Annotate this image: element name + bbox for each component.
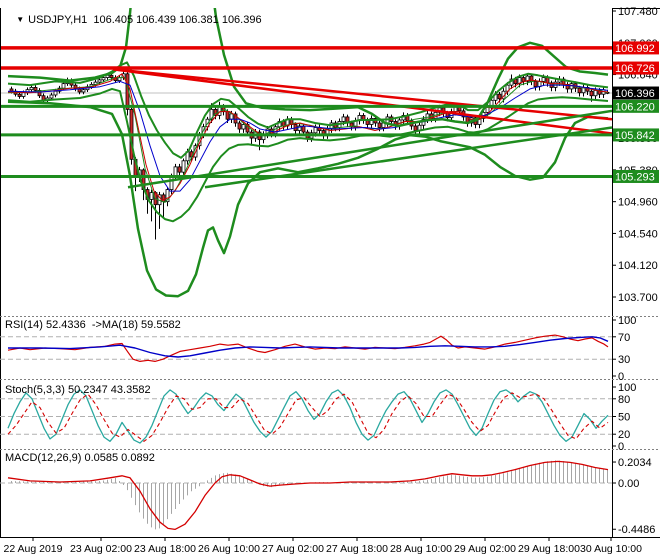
- stochastic-series-%D: [7, 392, 609, 442]
- time-tick-label: 22 Aug 2019: [4, 543, 63, 555]
- trendline-1: [112, 68, 612, 121]
- price-label-text: 106.396: [615, 88, 655, 100]
- symbol-ohlc-title: USDJPY,H1 106.405 106.439 106.381 106.39…: [28, 14, 262, 26]
- stochastic-tick-label: 0: [618, 441, 624, 453]
- candle-body: [237, 122, 242, 130]
- candle-body: [165, 189, 170, 203]
- main-chart-area[interactable]: [0, 8, 612, 316]
- candle-body: [525, 75, 530, 82]
- time-scale[interactable]: [0, 537, 660, 560]
- candle-body: [589, 90, 594, 97]
- candle-body: [109, 74, 114, 78]
- band-tight-upper: [7, 61, 609, 159]
- price-label-text: 106.220: [615, 101, 655, 113]
- price-tick-label: 104.120: [618, 260, 658, 272]
- stochastic-series-%K: [7, 389, 609, 444]
- time-tick-label: 30 Aug 10:00: [580, 543, 642, 555]
- chart-title-bar: ▼ USDJPY,H1 106.405 106.439 106.381 106.3…: [4, 2, 262, 38]
- price-label-text: 106.992: [615, 43, 655, 55]
- candle-body: [181, 160, 186, 173]
- rsi-tick-label: 0: [618, 371, 624, 383]
- price-label-box: [613, 99, 659, 113]
- rsi-series-RSI: [7, 334, 609, 362]
- candle-body: [37, 90, 42, 97]
- stochastic-tick-label: 50: [618, 412, 630, 424]
- candle-body: [17, 93, 22, 97]
- candle-body: [149, 192, 154, 200]
- time-tick-label: 28 Aug 10:00: [390, 543, 452, 555]
- macd-signal-line: [7, 460, 609, 531]
- candle-body: [29, 87, 34, 91]
- price-label-box: [613, 86, 659, 100]
- time-tick-label: 23 Aug 02:00: [70, 543, 132, 555]
- candle-body: [497, 93, 502, 100]
- price-label-box: [613, 128, 659, 142]
- candle-body: [341, 116, 346, 122]
- candle-body: [101, 77, 106, 81]
- price-label-box: [613, 169, 659, 183]
- candle-body: [81, 89, 86, 93]
- band-wide-upper: [7, 8, 609, 128]
- rsi-tick-label: 100: [618, 315, 636, 327]
- candle-body: [33, 87, 38, 91]
- candle-body: [369, 118, 374, 125]
- macd-tick-label: 0.2034: [618, 457, 652, 469]
- time-tick-label: 26 Aug 10:00: [198, 543, 260, 555]
- price-label-box: [613, 61, 659, 75]
- candle-body: [541, 77, 546, 82]
- price-scale[interactable]: [612, 8, 660, 537]
- time-tick-label: 27 Aug 02:00: [262, 543, 324, 555]
- price-tick-label: 107.480: [618, 6, 658, 18]
- macd-tick-label: -0.4486: [618, 524, 655, 536]
- candle-body: [49, 94, 54, 99]
- rsi-series-MA: [8, 336, 609, 358]
- candle-body: [233, 113, 238, 124]
- stochastic-tick-label: 80: [618, 394, 630, 406]
- stochastic-tick-label: 20: [618, 429, 630, 441]
- ma-line-ma-red: [7, 73, 609, 201]
- rsi-indicator-label: RSI(14) 52.4336 ->MA(18) 59.5582: [5, 319, 181, 331]
- time-tick-label: 27 Aug 18:00: [326, 543, 388, 555]
- price-tick-label: 104.960: [618, 197, 658, 209]
- price-label-text: 105.842: [615, 130, 655, 142]
- candle-body: [177, 166, 182, 173]
- symbol-dropdown-icon[interactable]: ▼: [16, 15, 25, 24]
- macd-tick-label: 0.00: [618, 478, 639, 490]
- candle-body: [377, 122, 382, 128]
- candle-body: [97, 79, 102, 83]
- time-tick-label: 23 Aug 18:00: [134, 543, 196, 555]
- time-tick-label: 29 Aug 02:00: [454, 543, 516, 555]
- price-tick-label: 104.540: [618, 228, 658, 240]
- price-tick-label: 103.700: [618, 292, 658, 304]
- candle-body: [477, 118, 482, 125]
- band-wide-lower: [7, 100, 609, 298]
- candle-body: [577, 87, 582, 94]
- price-label-box: [613, 41, 659, 55]
- trendline-3: [127, 109, 612, 189]
- stochastic-tick-label: 100: [618, 382, 636, 394]
- candle-body: [533, 80, 538, 88]
- rsi-tick-label: 30: [618, 354, 630, 366]
- price-label-text: 105.293: [615, 171, 655, 183]
- rsi-tick-label: 70: [618, 332, 630, 344]
- ma-line-ma-green: [7, 77, 609, 203]
- candle-body: [213, 108, 218, 116]
- price-label-text: 106.726: [615, 63, 655, 75]
- candle-body: [241, 124, 246, 130]
- candle-body: [297, 125, 302, 131]
- time-tick-label: 29 Aug 18:00: [518, 543, 580, 555]
- stochastic-indicator-label: Stoch(5,3,3) 50.2347 43.3582: [5, 384, 151, 396]
- macd-indicator-label: MACD(12,26,9) 0.0585 0.0892: [5, 452, 155, 464]
